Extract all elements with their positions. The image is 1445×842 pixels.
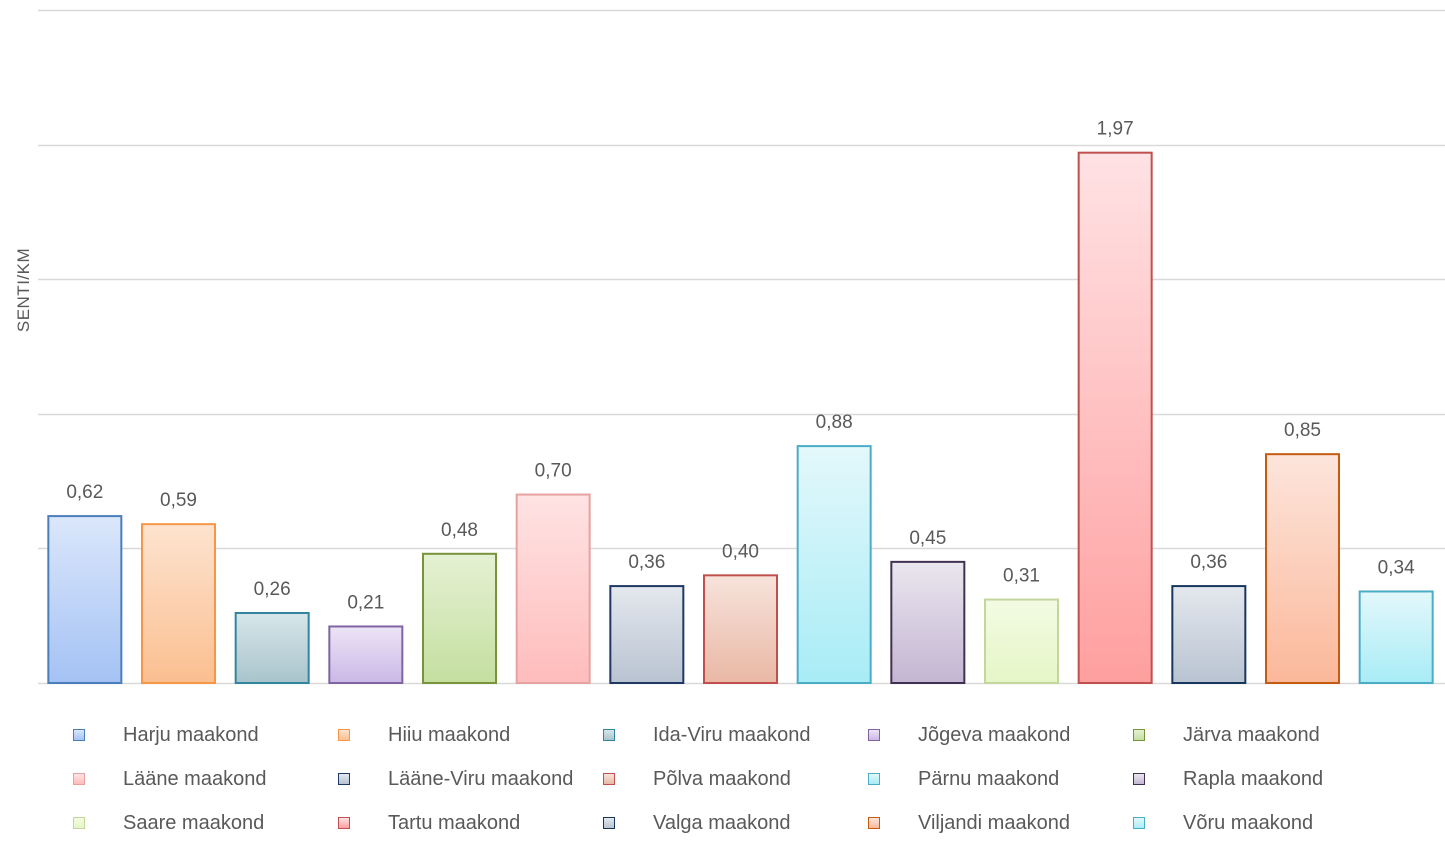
legend-item: Rapla maakond (1133, 760, 1323, 798)
legend-swatch (338, 729, 350, 741)
legend-item: Saare maakond (73, 804, 264, 842)
data-label: 0,70 (535, 461, 572, 482)
legend-label: Tartu maakond (388, 811, 521, 834)
data-label: 0,26 (254, 579, 291, 600)
legend-item: Harju maakond (73, 716, 259, 754)
legend-item: Lääne-Viru maakond (338, 760, 573, 798)
legend-label: Hiiu maakond (388, 723, 511, 746)
legend-item: Ida-Viru maakond (603, 716, 811, 754)
legend-label: Ida-Viru maakond (653, 723, 811, 746)
legend-swatch (73, 817, 85, 829)
legend-label: Harju maakond (123, 723, 259, 746)
legend-swatch (603, 817, 615, 829)
legend-label: Lääne-Viru maakond (388, 767, 574, 790)
bar (1171, 585, 1247, 685)
legend-swatch (1133, 817, 1145, 829)
data-label: 0,59 (160, 490, 197, 511)
y-axis-title-text: SENTI/KM (14, 247, 34, 333)
legend-label: Järva maakond (1183, 723, 1320, 746)
bar-chart: 0,62 0,59 0,26 0,21 0,48 0,70 0,36 0,40 0,88 0,45… (38, 9, 1445, 685)
legend-swatch (868, 729, 880, 741)
legend-label: Võru maakond (1183, 811, 1314, 834)
legend-item: Jõgeva maakond (868, 716, 1070, 754)
legend-swatch (73, 773, 85, 785)
data-label: 0,36 (628, 552, 665, 573)
bar (609, 585, 685, 685)
legend-item: Tartu maakond (338, 804, 520, 842)
data-label: 0,48 (441, 520, 478, 541)
legend-label: Valga maakond (653, 811, 791, 834)
data-label: 0,31 (1003, 566, 1040, 587)
bar (328, 625, 404, 685)
legend-item: Hiiu maakond (338, 716, 510, 754)
data-label: 0,88 (816, 412, 853, 433)
legend-label: Pärnu maakond (918, 767, 1060, 790)
legend-item: Pärnu maakond (868, 760, 1059, 798)
legend-swatch (868, 817, 880, 829)
bar (890, 560, 966, 684)
legend-swatch (868, 773, 880, 785)
legend-item: Lääne maakond (73, 760, 266, 798)
data-label: 0,21 (347, 592, 384, 613)
bar (422, 552, 497, 684)
bar (1358, 590, 1434, 684)
legend-item: Viljandi maakond (868, 804, 1070, 842)
legend-item: Põlva maakond (603, 760, 791, 798)
data-label: 1,97 (1097, 119, 1134, 140)
legend-item: Võru maakond (1133, 804, 1313, 842)
data-label: 0,45 (909, 528, 946, 549)
data-label: 0,85 (1284, 420, 1321, 441)
bar (1265, 453, 1340, 684)
bar (515, 493, 591, 684)
data-label: 0,36 (1190, 552, 1227, 573)
legend-label: Saare maakond (123, 811, 265, 834)
bar (141, 523, 216, 684)
legend-swatch (1133, 729, 1145, 741)
bar (234, 612, 310, 684)
legend-swatch (73, 729, 85, 741)
data-label: 0,34 (1378, 557, 1415, 578)
legend-swatch (338, 817, 350, 829)
bar (796, 445, 872, 684)
data-label: 0,62 (66, 482, 103, 503)
bars (47, 151, 1434, 685)
legend-swatch (603, 729, 615, 741)
bar (47, 515, 123, 685)
legend-label: Lääne maakond (123, 767, 267, 790)
legend-label: Rapla maakond (1183, 767, 1324, 790)
legend-item: Valga maakond (603, 804, 791, 842)
bar (1077, 151, 1153, 684)
legend-label: Jõgeva maakond (918, 723, 1071, 746)
legend-swatch (1133, 773, 1145, 785)
legend-label: Põlva maakond (653, 767, 791, 790)
legend-swatch (338, 773, 350, 785)
data-labels: 0,62 0,59 0,26 0,21 0,48 0,70 0,36 0,40 0,88 0,45… (66, 119, 1415, 614)
legend-swatch (603, 773, 615, 785)
y-axis-title: SENTI/KM (4, 160, 44, 420)
data-label: 0,40 (722, 541, 759, 562)
bar (703, 574, 778, 685)
legend-item: Järva maakond (1133, 716, 1320, 754)
legend-label: Viljandi maakond (918, 811, 1070, 834)
bar (984, 598, 1059, 684)
